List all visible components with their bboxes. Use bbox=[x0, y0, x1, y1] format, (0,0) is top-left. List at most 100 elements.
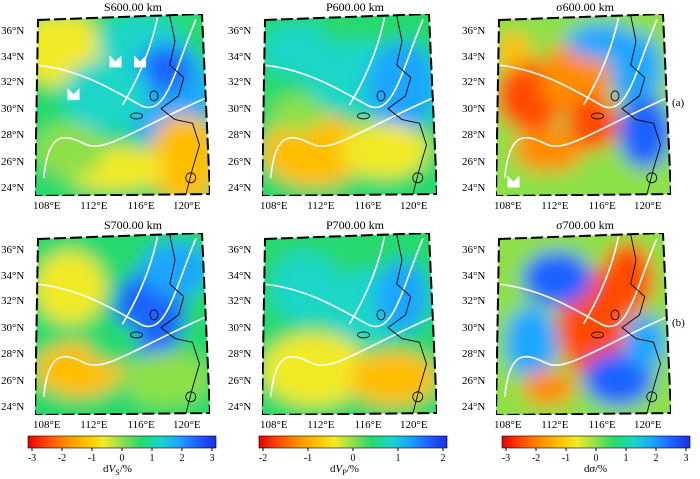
map-panel-s700 bbox=[35, 233, 210, 415]
plate-boundary-line bbox=[503, 96, 668, 178]
plate-boundary-line bbox=[496, 19, 658, 109]
colorbar-tick-label: 2 bbox=[441, 453, 446, 464]
lake-outline bbox=[646, 391, 658, 403]
lat-label: 24°N bbox=[1, 400, 25, 413]
colorbar-tick-label: 3 bbox=[684, 453, 689, 464]
lake-outline bbox=[357, 112, 370, 120]
lat-label: 28°N bbox=[228, 347, 252, 360]
seismic-station-icon bbox=[109, 55, 122, 68]
lake-outline bbox=[149, 309, 159, 321]
colorbar-title-vs: dVS/% bbox=[103, 463, 132, 478]
colorbar-title-vp: dVP/% bbox=[330, 463, 359, 478]
lon-label: 120°E bbox=[634, 200, 662, 212]
lat-label: 36°N bbox=[228, 25, 252, 38]
map-frame bbox=[496, 233, 671, 415]
lake-outline bbox=[610, 90, 620, 102]
colorbar-tick-label: -3 bbox=[502, 453, 510, 464]
colorbar bbox=[501, 435, 691, 449]
colorbar-tick-label: 1 bbox=[150, 453, 155, 464]
lon-label: 116°E bbox=[588, 419, 616, 431]
lat-label: 26°N bbox=[462, 156, 486, 169]
lake-outline bbox=[591, 112, 604, 120]
lat-label: 24°N bbox=[462, 400, 486, 413]
colorbar-title-sigma: dσ/% bbox=[584, 463, 608, 475]
lon-label: 108°E bbox=[494, 200, 522, 212]
lake-outline bbox=[185, 172, 197, 184]
lake-outline bbox=[376, 90, 386, 102]
coastline bbox=[621, 15, 661, 196]
colorbar-tick-label: -2 bbox=[58, 453, 66, 464]
colorbar-tick-label: -2 bbox=[532, 453, 540, 464]
lake-outline bbox=[130, 331, 143, 339]
lat-label: 36°N bbox=[1, 244, 25, 257]
lat-label: 26°N bbox=[462, 375, 486, 388]
lat-label: 32°N bbox=[228, 295, 252, 308]
lon-label: 108°E bbox=[260, 419, 288, 431]
lake-outline bbox=[376, 309, 386, 321]
lat-label: 28°N bbox=[462, 128, 486, 141]
lon-label: 112°E bbox=[541, 419, 569, 431]
plate-boundary-line bbox=[121, 236, 159, 325]
lon-label: 116°E bbox=[354, 419, 382, 431]
plate-boundary-line bbox=[42, 96, 207, 178]
map-panel-s600 bbox=[35, 14, 210, 196]
map-panel-sig600 bbox=[496, 14, 671, 196]
lat-label: 28°N bbox=[1, 347, 25, 360]
lat-label: 36°N bbox=[1, 25, 25, 38]
colorbar-tick-label: 1 bbox=[396, 453, 401, 464]
panel-title-sig600: σ600.00 km bbox=[556, 0, 614, 14]
lon-label: 108°E bbox=[494, 419, 522, 431]
lat-label: 36°N bbox=[462, 244, 486, 257]
lon-label: 116°E bbox=[588, 200, 616, 212]
lat-label: 30°N bbox=[462, 103, 486, 116]
lat-label: 26°N bbox=[228, 375, 252, 388]
coastline bbox=[387, 15, 427, 196]
lake-outline bbox=[149, 90, 159, 102]
plate-boundary-line bbox=[35, 19, 197, 109]
coastline bbox=[621, 234, 661, 415]
lon-label: 120°E bbox=[173, 419, 201, 431]
colorbar-tick-label: -1 bbox=[304, 453, 312, 464]
plate-boundary-line bbox=[348, 17, 386, 106]
colorbar-tick-label: -1 bbox=[562, 453, 570, 464]
lake-outline bbox=[357, 331, 370, 339]
plate-boundary-line bbox=[42, 315, 207, 397]
lat-label: 32°N bbox=[462, 76, 486, 89]
lat-label: 24°N bbox=[1, 181, 25, 194]
plate-boundary-line bbox=[121, 17, 159, 106]
map-panel-p700 bbox=[262, 233, 437, 415]
lat-label: 32°N bbox=[462, 295, 486, 308]
plate-boundary-line bbox=[262, 19, 424, 109]
panel-title-p600: P600.00 km bbox=[325, 0, 384, 14]
lon-label: 116°E bbox=[127, 419, 155, 431]
lat-label: 28°N bbox=[228, 128, 252, 141]
plate-boundary-line bbox=[348, 236, 386, 325]
colorbar bbox=[27, 435, 217, 449]
seismic-station-icon bbox=[67, 88, 80, 101]
lake-outline bbox=[412, 172, 424, 184]
lon-label: 116°E bbox=[354, 200, 382, 212]
plate-boundary-line bbox=[582, 236, 620, 325]
lake-outline bbox=[591, 331, 604, 339]
map-frame bbox=[35, 233, 210, 415]
colorbar-tick-label: 3 bbox=[210, 453, 215, 464]
lat-label: 28°N bbox=[1, 128, 25, 141]
lat-label: 28°N bbox=[462, 347, 486, 360]
lat-label: 32°N bbox=[228, 76, 252, 89]
lat-label: 24°N bbox=[228, 400, 252, 413]
lat-label: 24°N bbox=[462, 181, 486, 194]
lat-label: 30°N bbox=[1, 103, 25, 116]
colorbar-tick-label: 2 bbox=[180, 453, 185, 464]
map-panel-p600 bbox=[262, 14, 437, 196]
lat-label: 26°N bbox=[1, 156, 25, 169]
lat-label: 34°N bbox=[228, 50, 252, 63]
map-frame bbox=[262, 14, 437, 196]
panel-title-p700: P700.00 km bbox=[325, 218, 384, 232]
lat-label: 30°N bbox=[462, 322, 486, 335]
coastline bbox=[160, 15, 200, 196]
colorbar bbox=[258, 435, 448, 449]
colorbar-tick-label: -2 bbox=[259, 453, 267, 464]
seismic-station-icon bbox=[507, 175, 520, 188]
lat-label: 32°N bbox=[1, 295, 25, 308]
colorbar-tick-label: -1 bbox=[88, 453, 96, 464]
